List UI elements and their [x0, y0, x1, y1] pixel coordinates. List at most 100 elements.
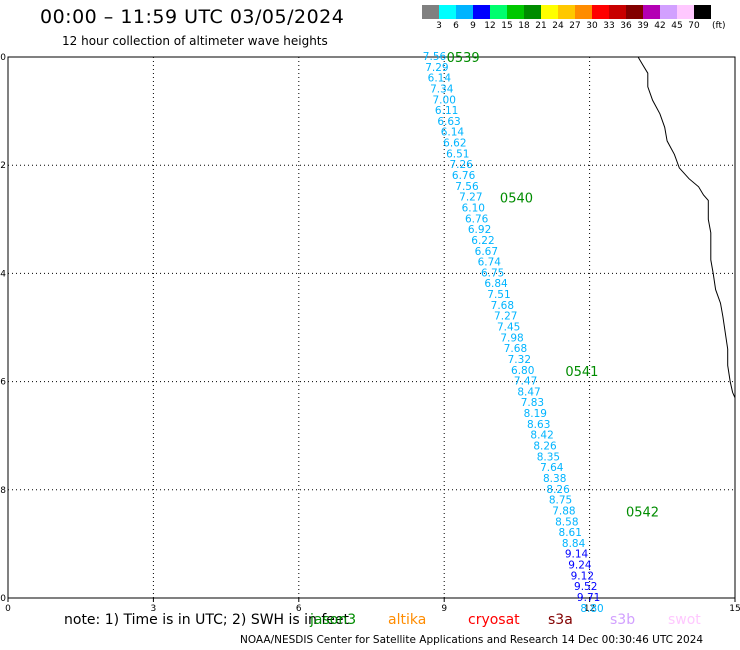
wave-height-label: 6.76: [465, 213, 489, 225]
track-time-label: 0540: [500, 192, 533, 207]
wave-height-label: 7.29: [425, 62, 448, 74]
track-time-label: 0542: [626, 505, 659, 520]
legend-swatch: [422, 5, 439, 19]
legend-swatch: [694, 5, 711, 19]
y-tick-label: -24: [0, 269, 6, 279]
wave-height-label: 7.64: [540, 462, 564, 474]
wave-height-label: 8.80: [580, 603, 603, 615]
legend-label: 36: [620, 21, 632, 31]
wave-height-label: 8.58: [555, 516, 578, 528]
satellite-cryosat: cryosat: [468, 612, 520, 628]
wave-height-label: 9.52: [574, 581, 597, 593]
legend-swatch: [439, 5, 456, 19]
x-tick-label: 3: [151, 604, 157, 614]
legend-labels: (ft) 3 6 9 12 15 18 21 24 27 30 33 36 39 42 45 70: [422, 19, 725, 31]
legend-label: 45: [671, 21, 683, 31]
wave-height-label: 9.14: [565, 549, 589, 561]
legend-swatch: [507, 5, 524, 19]
satellite-altika: altika: [388, 612, 427, 628]
wave-height-label: 6.67: [475, 246, 498, 258]
wave-height-label: 8.47: [517, 386, 540, 398]
wave-height-label: 8.84: [562, 538, 586, 550]
wave-height-label: 8.38: [543, 473, 566, 485]
wave-height-label: 7.56: [455, 181, 479, 193]
legend-label: 30: [586, 21, 598, 31]
wave-height-label: 7.68: [504, 343, 527, 355]
wave-height-label: 6.10: [462, 202, 485, 214]
wave-height-label: 6.84: [484, 278, 508, 290]
legend-swatch: [592, 5, 609, 19]
wave-height-label: 8.19: [524, 408, 547, 420]
wave-height-label: 8.63: [527, 419, 550, 431]
satellite-swot: swot: [668, 612, 701, 628]
wave-height-label: 7.27: [494, 311, 517, 323]
map-title: 00:00 – 11:59 UTC 03/05/2024: [40, 6, 345, 28]
x-tick-label: 6: [296, 604, 302, 614]
legend-label: 6: [453, 21, 459, 31]
legend-label: 12: [484, 21, 496, 31]
legend-label: 39: [637, 21, 649, 31]
wave-height-label: 8.26: [546, 484, 570, 496]
map-frame: [7, 56, 736, 599]
wave-height-legend: (ft) 3 6 9 12 15 18 21 24 27 30 33 36 39 42 45 70: [422, 5, 726, 31]
satellite-jason3: jason3: [310, 612, 357, 628]
legend-swatch: [456, 5, 473, 19]
y-tick-label: -30: [0, 594, 6, 604]
x-tick-label: 9: [441, 604, 447, 614]
wave-height-label: 9.12: [571, 570, 594, 582]
y-tick-label: -20: [0, 53, 6, 63]
wave-height-label: 7.47: [514, 376, 537, 388]
wave-height-label: 7.27: [459, 192, 482, 204]
legend-label: 33: [603, 21, 615, 31]
wave-height-label: 6.74: [478, 257, 502, 269]
legend-unit: (ft): [712, 21, 726, 31]
legend-swatch: [524, 5, 541, 19]
wave-height-label: 8.26: [533, 441, 557, 453]
y-tick-label: -26: [0, 378, 6, 388]
legend-swatches: [422, 5, 711, 19]
wave-height-label: 8.75: [549, 495, 572, 507]
wave-height-label: 9.24: [568, 560, 592, 572]
wave-height-label: 7.26: [449, 159, 473, 171]
wave-height-label: 6.92: [468, 224, 491, 236]
wave-height-label: 6.51: [446, 148, 469, 160]
wave-height-label: 6.11: [435, 105, 458, 117]
y-tick-label: -22: [0, 161, 6, 171]
wave-height-label: 7.32: [508, 354, 531, 366]
footer-credit: NOAA/NESDIS Center for Satellite Applica…: [240, 634, 704, 646]
legend-swatch: [626, 5, 643, 19]
track-time-label: 0541: [565, 365, 598, 380]
wave-height-label: 7.51: [487, 289, 510, 301]
y-tick-label: -28: [0, 486, 6, 496]
wave-height-label: 7.56: [423, 51, 447, 63]
legend-swatch: [643, 5, 660, 19]
wave-height-label: 8.42: [530, 430, 553, 442]
wave-height-label: 6.14: [441, 127, 465, 139]
legend-label: 42: [654, 21, 666, 31]
wave-height-label: 6.80: [511, 365, 534, 377]
legend-swatch: [490, 5, 507, 19]
footer-note: note: 1) Time is in UTC; 2) SWH is in fe…: [64, 612, 350, 628]
legend-swatch: [541, 5, 558, 19]
legend-label: 27: [569, 21, 581, 31]
wave-height-label: 7.83: [521, 397, 544, 409]
satellite-s3b: s3b: [610, 612, 636, 628]
wave-height-label: 8.35: [537, 451, 560, 463]
legend-swatch: [473, 5, 490, 19]
x-tick-label: 15: [729, 604, 740, 614]
legend-swatch: [575, 5, 592, 19]
coastline: [637, 56, 736, 399]
legend-swatch: [558, 5, 575, 19]
legend-label: 18: [518, 21, 530, 31]
x-tick-label: 0: [5, 604, 11, 614]
legend-swatch: [660, 5, 677, 19]
wave-height-label: 6.63: [437, 116, 460, 128]
wave-height-label: 7.45: [497, 322, 520, 334]
legend-label: 9: [470, 21, 476, 31]
legend-swatch: [609, 5, 626, 19]
legend-label: 70: [688, 21, 700, 31]
wave-height-label: 6.14: [428, 73, 452, 85]
legend-label: 15: [501, 21, 513, 31]
legend-label: 3: [436, 21, 442, 31]
wave-height-label: 7.34: [430, 83, 454, 95]
